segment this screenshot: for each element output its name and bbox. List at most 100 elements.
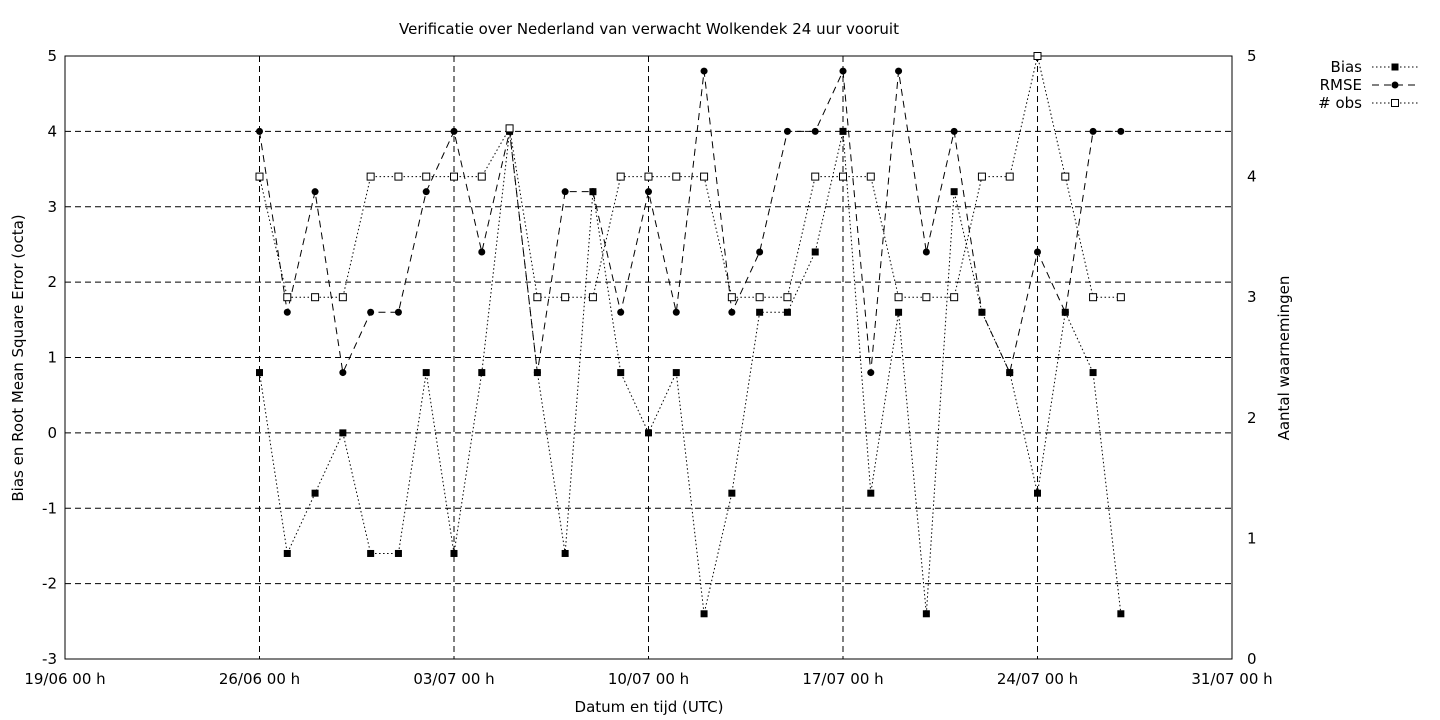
data-point-rmse [339, 369, 347, 377]
data-point-obs [1089, 293, 1098, 302]
data-point-bias [367, 549, 375, 557]
y-tick-label: -1 [42, 499, 57, 517]
data-point-bias [478, 369, 486, 377]
data-point-bias [645, 429, 652, 437]
data-point-obs [616, 172, 625, 181]
data-point-obs [811, 172, 820, 181]
x-tick-label: 26/06 00 h [219, 670, 300, 688]
data-point-rmse [728, 308, 736, 316]
data-point-rmse [783, 127, 791, 135]
data-point-obs [394, 172, 403, 181]
y-tick-label: 5 [47, 47, 57, 65]
data-point-bias [283, 549, 291, 557]
data-point-bias [339, 429, 347, 437]
data-point-obs [505, 124, 514, 133]
data-point-obs [422, 172, 431, 181]
y2-tick-label: 1 [1247, 529, 1257, 547]
series-obs [255, 52, 1125, 302]
data-point-rmse [394, 308, 402, 316]
y-axis-label: Bias en Root Mean Square Error (octa) [9, 214, 27, 501]
data-point-obs [894, 293, 903, 302]
data-point-obs [561, 293, 570, 302]
data-point-obs [839, 172, 847, 181]
data-point-rmse [895, 67, 903, 75]
data-point-bias [867, 489, 875, 497]
data-point-obs [450, 172, 458, 181]
data-point-obs [922, 293, 931, 302]
plot-frame [64, 55, 1233, 660]
y2-axis-label: Aantal waarnemingen [1275, 276, 1293, 441]
x-tick-label: 31/07 00 h [1191, 670, 1272, 688]
series-line-bias [259, 131, 1122, 614]
data-point-rmse [1006, 369, 1014, 377]
chart-title: Verificatie over Nederland van verwacht … [399, 20, 899, 38]
data-point-obs [727, 293, 736, 302]
data-point-obs [533, 293, 542, 302]
data-point-obs [1116, 293, 1125, 302]
x-axis-label: Datum en tijd (UTC) [575, 698, 724, 716]
data-point-bias [422, 369, 430, 377]
grid-lines [65, 56, 1232, 659]
series-rmse [256, 67, 1125, 377]
data-point-bias [394, 549, 402, 557]
x-tick-label: 17/07 00 h [802, 670, 883, 688]
data-point-bias [700, 610, 708, 618]
data-point-obs [866, 172, 875, 181]
data-point-bias [728, 489, 736, 497]
y-tick-label: -2 [42, 575, 57, 593]
data-point-rmse [1117, 127, 1125, 135]
x-tick-label: 24/07 00 h [997, 670, 1078, 688]
data-point-bias [1117, 610, 1125, 618]
data-point-rmse [839, 67, 847, 75]
data-point-rmse [450, 127, 458, 135]
data-point-rmse [645, 188, 652, 196]
legend-marker-obs [1391, 99, 1399, 107]
data-point-rmse [283, 308, 291, 316]
data-point-obs [588, 293, 597, 302]
data-point-bias [950, 188, 958, 196]
data-point-obs [977, 172, 986, 181]
data-point-obs [950, 293, 959, 302]
data-point-rmse [672, 308, 680, 316]
data-point-rmse [978, 308, 986, 316]
data-point-rmse [533, 369, 541, 377]
data-point-rmse [811, 127, 819, 135]
data-point-obs [1061, 172, 1070, 181]
data-point-rmse [561, 188, 569, 196]
data-point-obs [755, 293, 764, 302]
y-tick-label: 3 [47, 198, 57, 216]
data-point-bias [617, 369, 625, 377]
data-point-bias [311, 489, 319, 497]
y-tick-label: 4 [47, 122, 57, 140]
data-point-rmse [700, 67, 708, 75]
data-point-rmse [478, 248, 486, 256]
y-tick-label: 0 [47, 424, 57, 442]
data-point-obs [700, 172, 709, 181]
y2-tick-label: 3 [1247, 288, 1257, 306]
y-tick-label: -3 [42, 650, 57, 668]
y2-tick-label: 0 [1247, 650, 1257, 668]
data-point-rmse [617, 308, 625, 316]
y-tick-label: 2 [47, 273, 57, 291]
y-axis-left: -3 -2 -1 0 1 2 3 4 5 [42, 47, 57, 668]
data-point-rmse [589, 188, 597, 196]
data-point-obs [311, 293, 320, 302]
data-point-rmse [1034, 248, 1041, 256]
y2-tick-label: 5 [1247, 47, 1257, 65]
data-point-bias [256, 369, 263, 377]
data-point-rmse [367, 308, 375, 316]
y-tick-label: 1 [47, 349, 57, 367]
x-tick-label: 10/07 00 h [608, 670, 689, 688]
data-point-rmse [311, 188, 319, 196]
x-axis: 19/06 00 h 26/06 00 h 03/07 00 h 10/07 00 h… [24, 670, 1272, 688]
data-point-rmse [922, 248, 930, 256]
x-tick-label: 03/07 00 h [413, 670, 494, 688]
y2-tick-label: 2 [1247, 409, 1257, 427]
data-point-bias [756, 308, 764, 316]
legend-label-obs: # obs [1318, 94, 1362, 112]
series-bias [256, 127, 1125, 618]
data-point-bias [1089, 369, 1097, 377]
data-point-bias [672, 369, 680, 377]
data-point-obs [283, 293, 292, 302]
